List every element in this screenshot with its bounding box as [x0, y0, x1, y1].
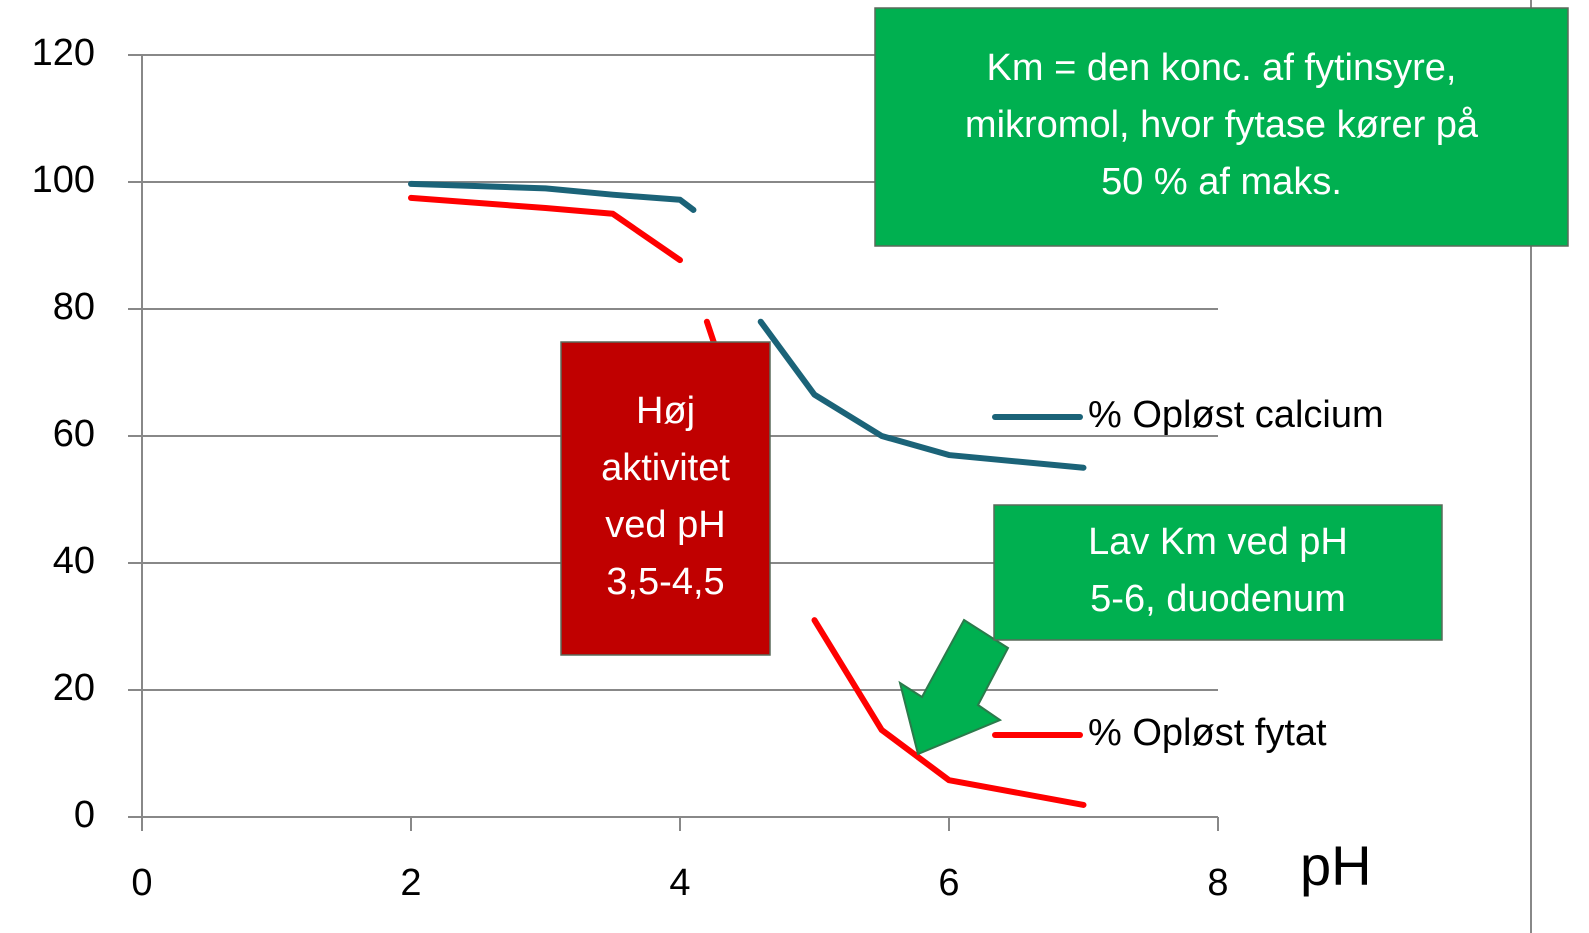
annotation-text: Høj — [636, 390, 695, 432]
x-tick-label: 0 — [131, 862, 152, 904]
legend-label: % Opløst fytat — [1088, 712, 1327, 754]
x-tick-label: 8 — [1207, 862, 1228, 904]
x-tick-label: 4 — [669, 862, 690, 904]
y-tick-label: 40 — [53, 540, 95, 582]
y-tick-label: 80 — [53, 286, 95, 328]
series-line — [408, 180, 1087, 471]
annotation-text: mikromol, hvor fytase kører på — [965, 104, 1479, 146]
annotation-box — [874, 7, 1569, 247]
annotation-box — [560, 341, 771, 656]
annotation-text: 5-6, duodenum — [1090, 578, 1346, 620]
annotation-box — [993, 504, 1443, 641]
annotation-text: aktivitet — [601, 447, 730, 489]
annotation-text: 3,5-4,5 — [606, 561, 724, 603]
y-tick-label: 20 — [53, 667, 95, 709]
x-tick-label: 6 — [938, 862, 959, 904]
arrow — [898, 618, 1010, 756]
x-axis-label: pH — [1300, 834, 1372, 897]
x-tick-label: 2 — [400, 862, 421, 904]
annotation-text: Lav Km ved pH — [1088, 521, 1348, 563]
legend-label: % Opløst calcium — [1088, 394, 1384, 436]
y-tick-label: 60 — [53, 413, 95, 455]
annotation-text: Km = den konc. af fytinsyre, — [987, 47, 1457, 89]
annotation-text: ved pH — [605, 504, 725, 546]
y-tick-label: 100 — [32, 159, 95, 201]
y-tick-label: 120 — [32, 32, 95, 74]
y-tick-label: 0 — [74, 794, 95, 836]
annotation-text: 50 % af maks. — [1101, 161, 1342, 203]
